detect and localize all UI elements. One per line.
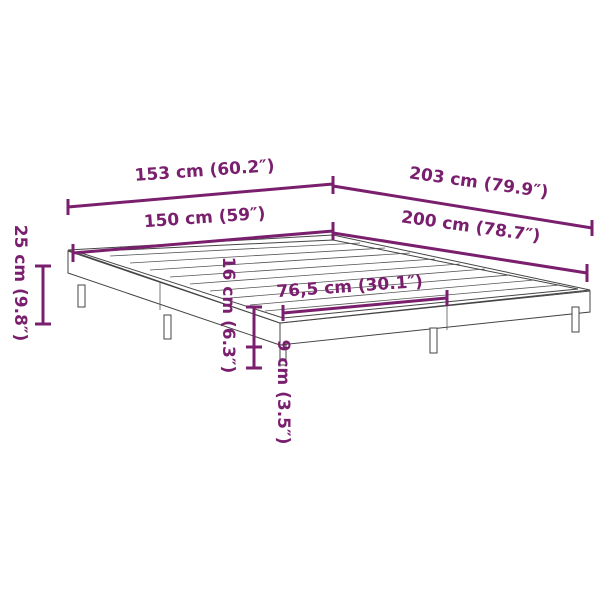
leg [77, 284, 86, 308]
bed-inner-frame [77, 239, 579, 319]
inner-width-label: 150 cm (59″) [143, 204, 266, 232]
total-height-line [35, 264, 51, 326]
bed-frame-illustration [67, 234, 591, 366]
half-width-line [281, 290, 449, 321]
outer-length-label: 203 cm (79.9″) [408, 163, 550, 202]
front-foot-panel [279, 290, 591, 346]
inner-length-label: 200 cm (78.7″) [400, 207, 542, 246]
clearance-label: 9 cm (3.5″) [273, 340, 293, 445]
leg [163, 314, 172, 340]
total-height-label: 25 cm (9.8″) [10, 225, 30, 342]
leg [279, 344, 287, 366]
dimension-lines [35, 176, 594, 370]
outer-width-line [66, 176, 335, 215]
outer-length-line [332, 184, 594, 236]
slats [109, 242, 561, 312]
leg [571, 306, 580, 333]
frame-height-label: 16 cm (6.3″) [218, 257, 238, 374]
inner-width-line [71, 222, 335, 262]
inner-length-line [332, 231, 589, 282]
outer-width-label: 153 cm (60.2″) [134, 156, 275, 186]
legs [77, 284, 580, 366]
frame-height-line [246, 305, 262, 370]
leg [429, 327, 438, 354]
